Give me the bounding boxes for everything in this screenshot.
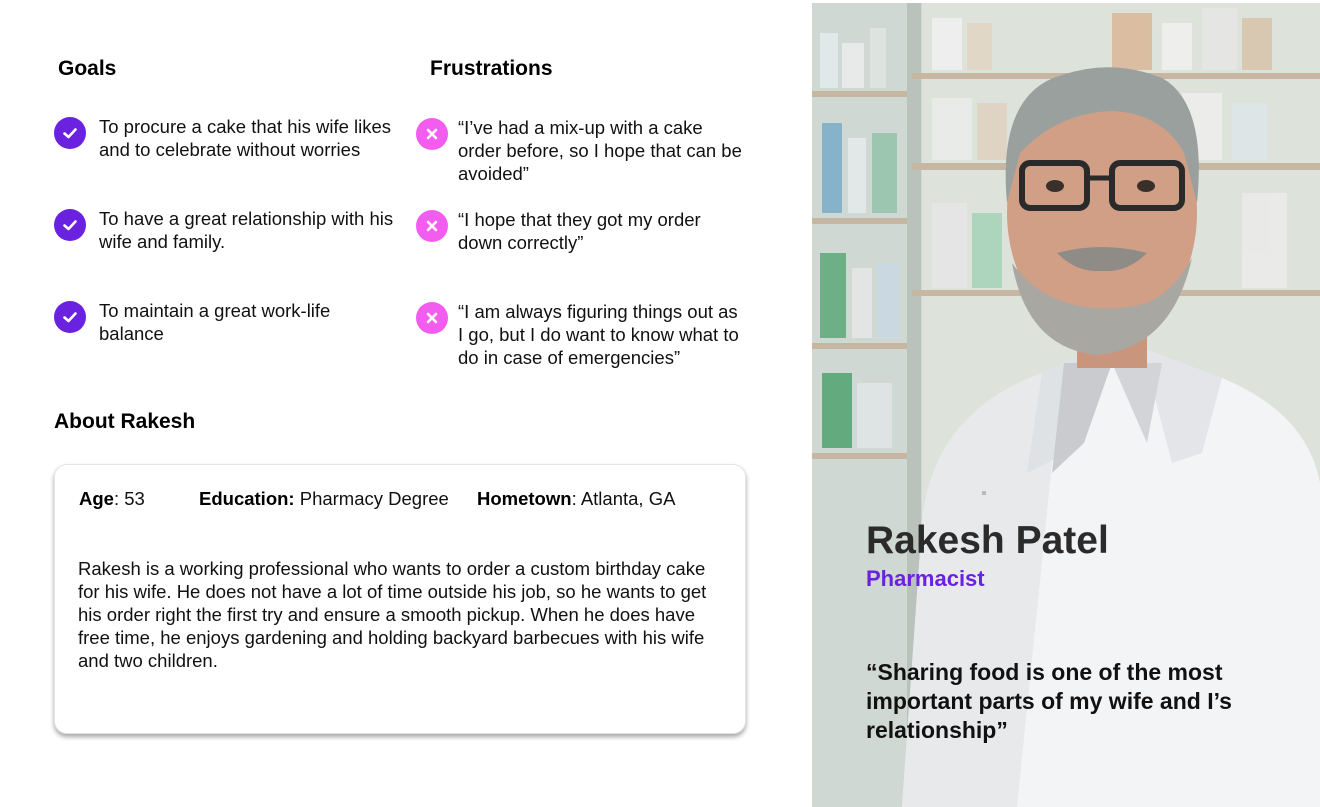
goal-text: To procure a cake that his wife likes an… [99,116,392,160]
check-circle-icon [54,209,86,241]
frustrations-title: Frustrations [430,57,553,80]
persona-name: Rakesh Patel [866,519,1109,562]
goals-title: Goals [58,57,117,80]
persona-photo [812,3,1320,807]
about-title: About Rakesh [54,410,196,433]
frustration-item: “I am always figuring things out as I go… [416,300,746,369]
education-value: Pharmacy Degree [294,488,449,509]
goal-item: To maintain a great work-life balance [54,299,394,345]
x-circle-icon [416,302,448,334]
about-card: Age: 53 Education: Pharmacy Degree Homet… [54,464,746,734]
x-circle-icon [416,118,448,150]
age-value: : 53 [113,488,145,509]
goal-item: To procure a cake that his wife likes an… [54,115,394,161]
check-circle-icon [54,301,86,333]
education-label: Education: [199,488,295,509]
bio-text: Rakesh is a working professional who wan… [78,558,707,671]
x-circle-icon [416,210,448,242]
pharmacy-background-image [812,3,1320,807]
age-label: Age [79,488,114,509]
hometown-value: : Atlanta, GA [571,488,676,509]
frustration-text: “I’ve had a mix-up with a cake order bef… [458,117,742,184]
frustration-item: “I’ve had a mix-up with a cake order bef… [416,116,746,185]
persona-role: Pharmacist [866,566,985,591]
goal-text: To have a great relationship with his wi… [99,208,394,252]
goal-text: To maintain a great work-life balance [99,300,331,344]
persona-quote: “Sharing food is one of the most importa… [866,659,1232,743]
frustration-text: “I hope that they got my order down corr… [458,209,701,253]
education-field: Education: Pharmacy Degree [199,488,449,510]
check-circle-icon [54,117,86,149]
hometown-label: Hometown [477,488,572,509]
frustration-text: “I am always figuring things out as I go… [458,301,739,368]
goal-item: To have a great relationship with his wi… [54,207,394,253]
age-field: Age: 53 [79,488,145,510]
hometown-field: Hometown: Atlanta, GA [477,488,675,510]
frustration-item: “I hope that they got my order down corr… [416,208,746,254]
